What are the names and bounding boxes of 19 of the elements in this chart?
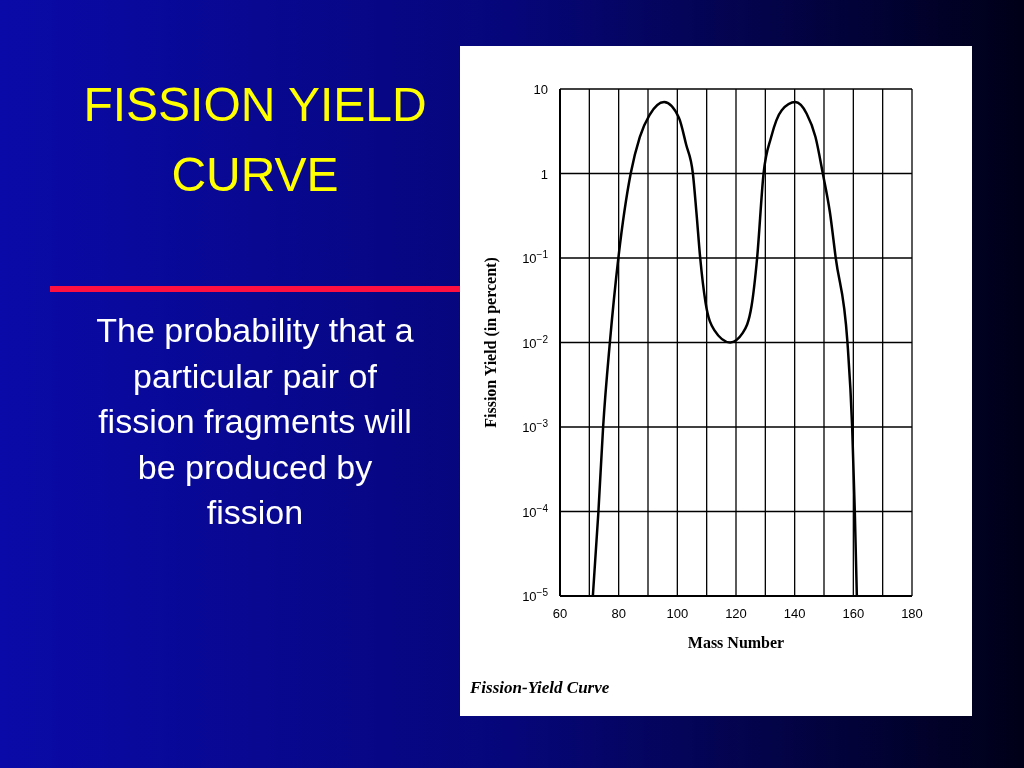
x-tick-label: 60 [552, 606, 568, 621]
y-tick-label: 1 [540, 166, 548, 182]
text: FISSION YIELD CURVE [82, 77, 428, 203]
text: The probability that a particular pair of fission fragments will be produced by fission [95, 310, 415, 533]
x-tick-label: 120 [725, 606, 747, 621]
y-tick-label: 10$^{−1}$ [522, 248, 549, 266]
y-tick-label: 10$^{−5}$ [522, 586, 549, 604]
x-tick-label: 80 [611, 606, 626, 621]
y-axis-title: Fission Yield (in percent) [481, 257, 500, 428]
x-tick-label: 180 [901, 606, 923, 621]
x-tick-label: 100 [666, 606, 689, 621]
x-tick-label: 160 [842, 606, 865, 621]
y-tick-label: 10 [533, 82, 548, 97]
y-tick-label: 10$^{−4}$ [522, 502, 549, 520]
y-tick-label: 10$^{−3}$ [522, 417, 549, 435]
x-tick-label: 140 [783, 606, 806, 621]
x-axis-title: Mass Number [687, 634, 785, 651]
y-tick-label: 10$^{−2}$ [522, 333, 549, 351]
text: Fission-Yield Curve [470, 678, 610, 698]
